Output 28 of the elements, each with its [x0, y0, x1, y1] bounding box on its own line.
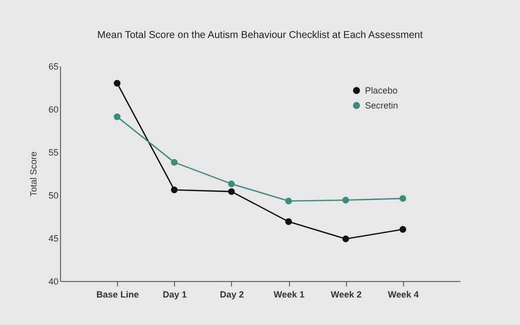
point — [228, 180, 235, 188]
y-tick-label: 65 — [48, 62, 58, 72]
x-tick-label: Base Line — [96, 290, 139, 300]
y-tick-label: 55 — [48, 148, 58, 158]
point — [400, 226, 406, 233]
point — [114, 113, 120, 120]
point — [400, 195, 406, 202]
y-tick-label: 60 — [48, 104, 58, 114]
y-tick-label: 50 — [48, 190, 58, 200]
point — [285, 218, 292, 226]
legend-label: Secretin — [365, 100, 398, 110]
point — [170, 186, 178, 194]
point — [228, 188, 235, 195]
point — [114, 80, 120, 87]
x-tick-label: Day 1 — [162, 290, 187, 300]
x-tick-label: Week 2 — [330, 290, 362, 300]
point — [342, 236, 350, 242]
x-tick-label: Day 2 — [220, 290, 244, 300]
x-tick-label: Week 1 — [274, 290, 304, 300]
x-tick-label: Week 4 — [388, 290, 419, 300]
y-axis-title: Total Score — [28, 151, 38, 197]
point — [170, 158, 178, 166]
y-tick-label: 40 — [48, 276, 58, 286]
y-tick-label: 45 — [48, 234, 58, 244]
legend-label: Placebo — [365, 86, 398, 96]
chart-title: Mean Total Score on the Autism Behaviour Checklist at Each Assessment — [97, 30, 423, 41]
point — [285, 198, 292, 204]
point — [342, 196, 350, 204]
